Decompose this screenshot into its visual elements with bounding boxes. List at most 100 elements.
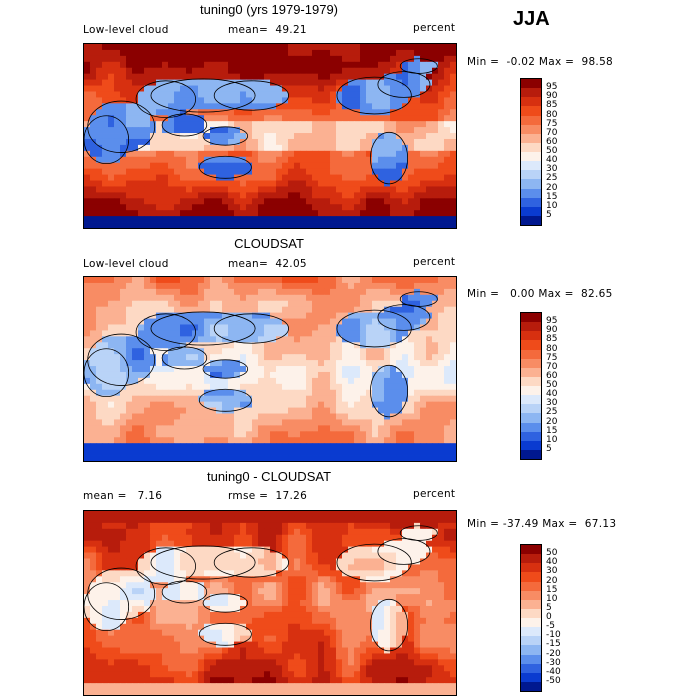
map-cell: [120, 449, 127, 456]
map-cell: [222, 109, 229, 116]
map-cell: [216, 61, 223, 69]
map-cell: [270, 600, 277, 607]
map-cell: [120, 204, 127, 211]
map-cell: [102, 55, 109, 63]
map-cell: [138, 455, 145, 461]
map-cell: [264, 115, 271, 122]
map-cell: [90, 222, 97, 228]
map-cell: [96, 336, 103, 343]
map-cell: [264, 44, 271, 51]
map-cell: [318, 546, 325, 553]
map-cell: [96, 413, 103, 420]
map-cell: [366, 55, 373, 63]
map-cell: [300, 121, 307, 128]
map-cell: [168, 73, 175, 81]
map-cell: [174, 61, 181, 69]
panel2-variable-label: Low-level cloud: [83, 258, 169, 270]
map-cell: [324, 522, 331, 530]
map-cell: [138, 600, 145, 607]
map-cell: [432, 360, 439, 367]
map-cell: [102, 336, 109, 343]
map-cell: [426, 198, 433, 205]
map-cell: [240, 49, 247, 57]
map-cell: [264, 210, 271, 217]
map-cell: [264, 277, 271, 284]
map-cell: [246, 564, 253, 571]
map-cell: [420, 115, 427, 122]
map-cell: [114, 97, 121, 104]
map-cell: [192, 570, 199, 577]
map-cell: [444, 61, 451, 69]
map-cell: [174, 216, 181, 223]
map-cell: [288, 558, 295, 565]
map-cell: [192, 588, 199, 595]
map-cell: [204, 330, 211, 337]
map-cell: [84, 192, 91, 199]
map-cell: [138, 144, 145, 152]
map-cell: [150, 425, 157, 432]
map-cell: [210, 516, 217, 524]
map-cell: [144, 336, 151, 343]
map-cell: [138, 216, 145, 223]
map-cell: [318, 294, 325, 302]
map-cell: [432, 395, 439, 403]
map-cell: [420, 546, 427, 553]
map-cell: [294, 79, 301, 86]
map-cell: [432, 138, 439, 146]
colorbar-tick-label: 80: [546, 343, 558, 354]
map-cell: [150, 55, 157, 63]
map-cell: [396, 115, 403, 122]
map-cell: [378, 588, 385, 595]
map-cell: [270, 180, 277, 187]
map-cell: [252, 306, 259, 314]
map-cell: [156, 528, 163, 536]
map-cell: [174, 552, 181, 559]
map-cell: [222, 443, 229, 450]
map-cell: [246, 318, 253, 325]
map-cell: [264, 354, 271, 361]
map-cell: [204, 210, 211, 217]
map-cell: [180, 97, 187, 104]
map-cell: [438, 210, 445, 217]
map-cell: [114, 204, 121, 211]
map-cell: [108, 204, 115, 211]
map-cell: [120, 115, 127, 122]
map-cell: [342, 431, 349, 438]
map-cell: [318, 455, 325, 461]
map-cell: [426, 73, 433, 81]
map-cell: [396, 198, 403, 205]
map-cell: [246, 455, 253, 461]
map-cell: [96, 401, 103, 408]
map-cell: [318, 168, 325, 175]
map-cell: [306, 600, 313, 607]
map-cell: [366, 516, 373, 524]
colorbar-segment: [521, 449, 541, 460]
map-cell: [294, 144, 301, 152]
map-cell: [336, 204, 343, 211]
map-cell: [390, 389, 397, 397]
map-cell: [102, 413, 109, 420]
map-cell: [168, 360, 175, 367]
map-cell: [240, 528, 247, 536]
map-cell: [96, 156, 103, 164]
map-cell: [336, 300, 343, 308]
map-cell: [390, 594, 397, 601]
map-cell: [210, 150, 217, 158]
map-cell: [384, 204, 391, 211]
map-cell: [300, 371, 307, 379]
map-cell: [396, 61, 403, 69]
map-cell: [408, 511, 415, 518]
map-cell: [402, 288, 409, 296]
map-cell: [180, 401, 187, 408]
map-cell: [348, 144, 355, 152]
map-cell: [444, 109, 451, 116]
map-cell: [102, 174, 109, 181]
map-cell: [378, 300, 385, 308]
map-cell: [240, 558, 247, 565]
map-cell: [432, 210, 439, 217]
map-cell: [438, 277, 445, 284]
map-cell: [450, 582, 456, 589]
map-cell: [204, 377, 211, 385]
map-cell: [378, 582, 385, 589]
map-cell: [312, 431, 319, 438]
